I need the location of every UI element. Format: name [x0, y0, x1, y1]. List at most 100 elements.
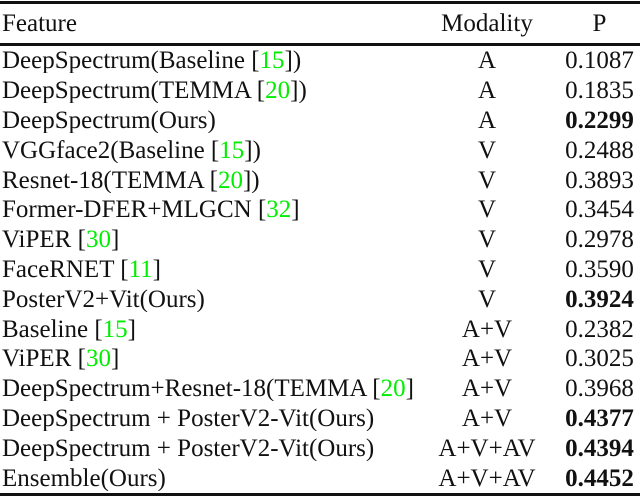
table-row: Ensemble(Ours) A+V+AV 0.4452 [0, 463, 640, 493]
feature-text: Resnet-18(TEMMA [ [2, 167, 218, 193]
p-value-cell: 0.3454 [565, 196, 634, 224]
p-value-cell: 0.2488 [565, 136, 634, 164]
citation-number: 20 [217, 167, 243, 193]
header-p: P [592, 10, 607, 37]
modality-cell: V [477, 196, 497, 224]
modality-cell: V [477, 166, 497, 194]
feature-text: FaceRNET [ [2, 256, 129, 282]
citation-number: 15 [259, 48, 285, 74]
modality-cell: A+V [461, 375, 513, 403]
feature-cell: PosterV2+Vit(Ours) [0, 287, 414, 312]
table-row: DeepSpectrum(Baseline [15]) A 0.1087 [0, 46, 640, 76]
table-row: ViPER [30] A+V 0.3025 [0, 344, 640, 374]
feature-text: ViPER [ [2, 227, 86, 253]
citation-number: 15 [219, 137, 245, 163]
citation-number: 15 [102, 316, 128, 342]
modality-cell: A+V+AV [438, 464, 536, 492]
p-value-cell: 0.4452 [565, 464, 634, 492]
feature-cell: ViPER [30] [0, 346, 414, 371]
table-row: ViPER [30] V 0.2978 [0, 225, 640, 255]
citation-number: 30 [85, 346, 111, 372]
p-value-cell: 0.3924 [565, 285, 634, 313]
feature-cell: Resnet-18(TEMMA [20]) [0, 168, 414, 193]
modality-cell: V [477, 136, 497, 164]
citation-number: 32 [266, 197, 292, 223]
feature-cell: DeepSpectrum + PosterV2-Vit(Ours) [0, 436, 414, 461]
feature-text-suffix: ] [291, 197, 300, 223]
feature-cell: Baseline [15] [0, 317, 414, 342]
feature-cell: VGGface2(Baseline [15]) [0, 138, 414, 163]
header-modality: Modality [441, 10, 533, 37]
feature-text: DeepSpectrum(Ours) [2, 107, 216, 133]
top-rule [0, 1, 640, 4]
feature-cell: ViPER [30] [0, 227, 414, 252]
feature-cell: DeepSpectrum(TEMMA [20]) [0, 78, 414, 103]
p-value-cell: 0.2978 [565, 226, 634, 254]
feature-text-suffix: ]) [242, 167, 260, 193]
feature-text-suffix: ]) [284, 48, 302, 74]
citation-number: 20 [380, 376, 406, 402]
modality-cell: A [477, 77, 497, 105]
feature-text: PosterV2+Vit(Ours) [2, 286, 205, 312]
table-row: DeepSpectrum(TEMMA [20]) A 0.1835 [0, 76, 640, 106]
modality-cell: A [477, 106, 497, 134]
feature-text: VGGface2(Baseline [ [2, 137, 220, 163]
feature-text: DeepSpectrum(TEMMA [ [2, 78, 266, 104]
p-value-cell: 0.3590 [565, 255, 634, 283]
feature-cell: FaceRNET [11] [0, 257, 414, 282]
citation-number: 30 [85, 227, 111, 253]
feature-cell: Ensemble(Ours) [0, 466, 414, 491]
table-row: Resnet-18(TEMMA [20]) V 0.3893 [0, 165, 640, 195]
feature-text: Baseline [ [2, 316, 103, 342]
modality-cell: A [477, 47, 497, 75]
modality-cell: A+V+AV [438, 434, 536, 462]
table-body: DeepSpectrum(Baseline [15]) A 0.1087 Dee… [0, 46, 640, 493]
modality-cell: V [477, 226, 497, 254]
table-row: DeepSpectrum + PosterV2-Vit(Ours) A+V+AV… [0, 433, 640, 463]
table-row: DeepSpectrum + PosterV2-Vit(Ours) A+V 0.… [0, 404, 640, 434]
header-rule [0, 43, 640, 46]
table-header-row: Feature Modality P [0, 4, 640, 43]
table-row: DeepSpectrum+Resnet-18(TEMMA [20]) A+V 0… [0, 374, 640, 404]
p-value-cell: 0.1835 [565, 77, 634, 105]
p-value-cell: 0.4394 [565, 434, 634, 462]
table-row: Baseline [15] A+V 0.2382 [0, 314, 640, 344]
p-value-cell: 0.4377 [565, 404, 634, 432]
citation-number: 11 [128, 256, 153, 282]
feature-text-suffix: ] [110, 346, 120, 372]
feature-text: Former-DFER+MLGCN [ [2, 197, 267, 223]
feature-text: DeepSpectrum(Baseline [ [2, 48, 260, 74]
p-value-cell: 0.3968 [565, 375, 634, 403]
feature-text: DeepSpectrum + PosterV2-Vit(Ours) [2, 435, 375, 461]
feature-text-suffix: ]) [405, 376, 414, 402]
modality-cell: V [477, 285, 497, 313]
feature-cell: DeepSpectrum+Resnet-18(TEMMA [20]) [0, 376, 414, 401]
table-row: Former-DFER+MLGCN [32] V 0.3454 [0, 195, 640, 225]
feature-text-suffix: ] [152, 256, 161, 282]
p-value-cell: 0.3025 [565, 345, 634, 373]
table-row: PosterV2+Vit(Ours) V 0.3924 [0, 284, 640, 314]
feature-text-suffix: ] [127, 316, 136, 342]
feature-text-suffix: ]) [244, 137, 261, 163]
feature-text-suffix: ] [110, 227, 120, 253]
feature-cell: Former-DFER+MLGCN [32] [0, 197, 414, 222]
table-row: VGGface2(Baseline [15]) V 0.2488 [0, 135, 640, 165]
feature-text: ViPER [ [2, 346, 86, 372]
feature-cell: DeepSpectrum(Baseline [15]) [0, 48, 414, 73]
modality-cell: A+V [461, 315, 513, 343]
bottom-rule [0, 493, 640, 496]
feature-text-suffix: ]) [290, 78, 307, 104]
p-value-cell: 0.1087 [565, 47, 634, 75]
p-value-cell: 0.3893 [565, 166, 634, 194]
p-value-cell: 0.2382 [565, 315, 634, 343]
modality-cell: A+V [461, 345, 513, 373]
header-feature: Feature [2, 11, 77, 36]
modality-cell: V [477, 255, 497, 283]
feature-cell: DeepSpectrum + PosterV2-Vit(Ours) [0, 406, 414, 431]
table-row: DeepSpectrum(Ours) A 0.2299 [0, 106, 640, 136]
feature-text: Ensemble(Ours) [2, 465, 166, 491]
feature-text: DeepSpectrum+Resnet-18(TEMMA [ [2, 376, 381, 402]
citation-number: 20 [265, 78, 291, 104]
feature-text: DeepSpectrum + PosterV2-Vit(Ours) [2, 405, 375, 431]
